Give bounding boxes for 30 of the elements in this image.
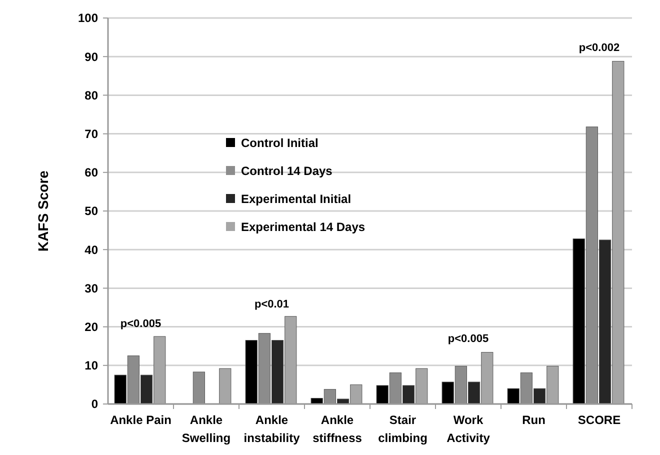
y-tick-label: 60 bbox=[84, 166, 98, 180]
y-tick-label: 20 bbox=[84, 320, 98, 334]
legend-label: Control Initial bbox=[241, 136, 318, 150]
y-tick-label: 50 bbox=[84, 204, 98, 218]
x-tick-label: Ankle instability bbox=[244, 413, 300, 445]
y-tick-label: 70 bbox=[84, 127, 98, 141]
legend-label: Experimental Initial bbox=[241, 192, 352, 206]
x-tick-label: Ankle stiffness bbox=[312, 413, 362, 445]
y-tick-label: 100 bbox=[78, 11, 98, 26]
y-tick-label: 80 bbox=[84, 88, 98, 102]
x-tick-label: Run bbox=[522, 413, 546, 427]
y-tick-label: 30 bbox=[84, 281, 98, 296]
legend-label: Control 14 Days bbox=[241, 164, 333, 178]
legend-label: Experimental 14 Days bbox=[241, 220, 366, 234]
x-tick-label: Ankle Swelling bbox=[182, 413, 231, 445]
annotation: p<0.005 bbox=[120, 318, 162, 330]
y-tick-label: 10 bbox=[84, 358, 98, 373]
x-tick-label: Ankle Pain bbox=[110, 413, 172, 427]
annotation: p<0.005 bbox=[448, 333, 489, 346]
x-tick-label: Stair climbing bbox=[378, 413, 428, 445]
x-tick-label: Work Activity bbox=[446, 413, 490, 445]
y-tick-label: 90 bbox=[84, 50, 98, 64]
bar bbox=[219, 368, 232, 404]
y-axis-title: KAFS Score bbox=[35, 170, 51, 252]
x-tick-label: SCORE bbox=[578, 413, 621, 427]
annotation: p<0.002 bbox=[578, 42, 620, 54]
annotation: p<0.01 bbox=[254, 298, 290, 310]
y-tick-label: 0 bbox=[91, 397, 98, 412]
bar bbox=[192, 372, 205, 404]
y-tick-label: 40 bbox=[84, 242, 98, 257]
